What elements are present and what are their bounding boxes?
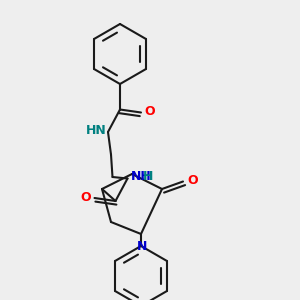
Text: O: O — [187, 174, 197, 187]
Text: O: O — [80, 191, 91, 204]
Text: HN: HN — [86, 124, 106, 137]
Text: NH: NH — [131, 170, 152, 184]
Text: O: O — [145, 105, 155, 119]
Text: H: H — [142, 170, 153, 184]
Text: N: N — [137, 240, 148, 253]
